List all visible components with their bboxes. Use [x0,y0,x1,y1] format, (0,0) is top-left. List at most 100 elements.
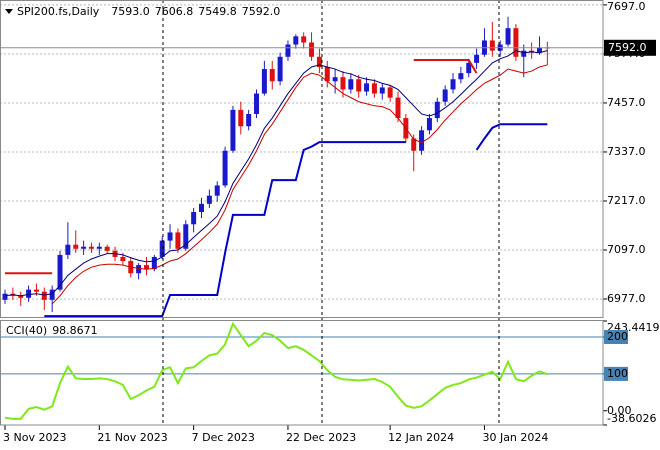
line [5,59,478,275]
candle-body [340,77,346,90]
candle-body [379,87,385,94]
candle-body [73,244,79,249]
candle-body [285,44,291,57]
candle-body [419,130,425,151]
candle-body [301,36,307,43]
candle-body [65,244,71,255]
candle-body [348,79,354,90]
y-tick-label: 100 [607,367,628,380]
ohlc-value: 7549.8 [198,5,237,18]
candle-body [387,87,393,98]
candle-body [458,73,464,80]
candle-body [293,36,299,45]
indicator-name: CCI(40) [6,324,47,337]
candle-body [151,256,157,270]
x-tick-label: 7 Dec 2023 [192,431,255,444]
candle-body [261,69,267,94]
candle-body [26,289,32,298]
candle-body [191,212,197,225]
x-tick-label: 22 Dec 2023 [286,431,356,444]
candle-body [442,89,448,102]
menu-triangle [5,9,13,14]
candle-body [206,195,212,204]
y-tick-label: 200 [607,330,628,343]
candle-body [474,54,480,63]
line [51,64,548,305]
x-tick-label: 21 Nov 2023 [97,431,167,444]
candle-body [214,185,220,196]
candle-body [316,56,322,67]
indicator-title: CCI(40) 98.8671 [6,324,98,337]
candle-body [57,254,63,290]
candle-body [88,246,94,249]
candle-body [513,28,519,57]
x-tick-label: 3 Nov 2023 [3,431,66,444]
candle-body [41,291,47,300]
y-tick-label: -38.6026 [607,412,656,425]
candle-body [33,289,39,292]
candle-body [120,256,126,262]
candle-body [364,83,370,92]
price-box [604,39,656,56]
candle-body [222,150,228,186]
candle-body [450,79,456,90]
line [44,123,548,318]
candle-body [230,109,236,151]
candle-body [269,69,275,82]
x-tick-label: 30 Jan 2024 [482,431,548,444]
candle-body [2,293,8,300]
candle-body [466,62,472,74]
candle-body [183,224,189,249]
candle-body [277,56,283,82]
candle-body [246,113,252,127]
line [4,50,548,297]
y-tick-label: 7097.0 [607,243,646,256]
candle-body [254,93,260,114]
candle-body [536,47,542,53]
symbol: SPI200.fs,Daily [17,5,100,18]
candle-body [104,246,110,251]
chart-title: SPI200.fs,Daily 7593.0 7606.8 7549.8 7592.0 [17,5,280,18]
indicator-frame [0,320,604,426]
level-label-box [604,330,628,345]
candle-body [199,203,204,213]
candle-body [238,109,244,127]
ohlc-value: 7606.8 [155,5,194,18]
candle-body [81,246,87,249]
candle-body [175,232,181,249]
y-tick-label: 0.00 [607,404,632,417]
candle-body [136,265,142,274]
main-frame [0,0,604,318]
candle-body [434,101,440,119]
candle-body [521,50,527,57]
ohlc-value: 7593.0 [111,5,150,18]
candle-body [371,83,377,94]
candle-body [505,28,511,45]
candle-body [426,118,432,131]
y-tick-label: 7217.0 [607,194,646,207]
line [4,321,548,420]
candle-body [324,66,330,82]
candle-body [489,40,495,51]
y-tick-label: 7337.0 [607,145,646,158]
indicator-value: 98.8671 [52,324,98,337]
candle-body [18,295,24,298]
candle-body [309,42,315,57]
candle-body [96,246,102,249]
y-tick-label: 7697.0 [607,0,646,13]
candle-body [159,240,165,257]
candle-body [49,289,55,300]
y-tick-label: 6977.0 [607,292,646,305]
candle-body [395,97,401,119]
candle-body [167,232,173,241]
ohlc-value: 7592.0 [242,5,281,18]
candle-body [411,138,417,151]
candle-body [332,77,338,82]
x-tick-label: 12 Jan 2024 [388,431,454,444]
level-label-box [604,366,628,381]
y-tick-label: 7457.0 [607,96,646,109]
